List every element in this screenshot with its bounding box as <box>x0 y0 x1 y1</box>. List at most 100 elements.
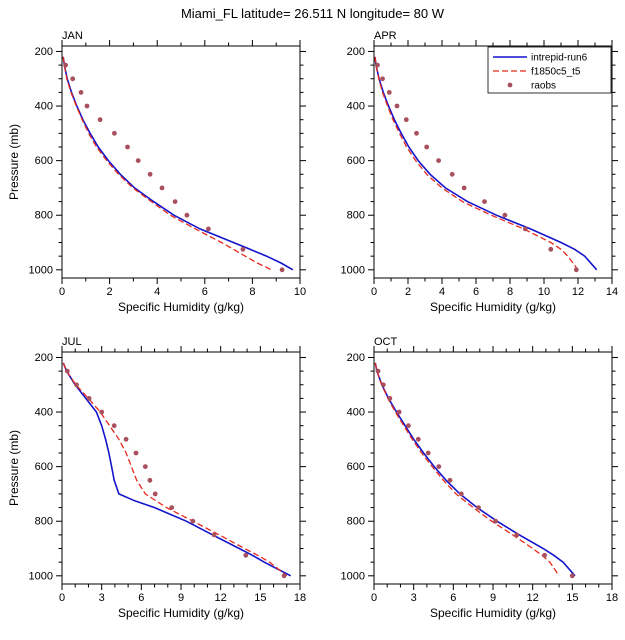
y-axis-label: Pressure (mb) <box>7 124 21 200</box>
x-tick-label: 12 <box>527 592 539 604</box>
panel-title: APR <box>374 30 397 42</box>
raobs-point <box>458 491 464 497</box>
raobs-point <box>279 267 285 273</box>
y-tick-label: 600 <box>347 155 365 167</box>
series-line-intrepid-run6 <box>62 362 292 577</box>
raobs-point <box>380 382 386 388</box>
y-tick-label: 600 <box>35 461 53 473</box>
legend-label: intrepid-run6 <box>531 53 588 64</box>
panel-title: JAN <box>62 30 83 42</box>
y-axis-label: Pressure (mb) <box>7 430 21 506</box>
raobs-point <box>147 171 153 177</box>
x-tick-label: 6 <box>202 286 208 298</box>
raobs-point <box>99 409 105 415</box>
x-tick-label: 6 <box>450 592 456 604</box>
raobs-point <box>414 130 419 136</box>
x-tick-label: 8 <box>507 286 513 298</box>
raobs-point <box>425 450 431 456</box>
x-tick-label: 3 <box>99 592 105 604</box>
x-tick-label: 12 <box>215 592 227 604</box>
x-tick-label: 14 <box>606 286 618 298</box>
y-tick-label: 600 <box>347 461 365 473</box>
y-tick-label: 200 <box>347 352 365 364</box>
x-tick-label: 4 <box>154 286 160 298</box>
legend-label: f1850c5_t5 <box>531 67 581 78</box>
y-tick-label: 200 <box>35 352 53 364</box>
x-tick-label: 8 <box>249 286 255 298</box>
raobs-point <box>86 396 92 401</box>
plot-box <box>373 351 613 585</box>
x-tick-label: 4 <box>439 286 445 298</box>
raobs-point <box>152 491 158 497</box>
raobs-point <box>403 117 409 123</box>
raobs-point <box>112 130 117 136</box>
raobs-point <box>569 573 575 579</box>
raobs-point <box>63 62 68 68</box>
raobs-point <box>396 409 402 415</box>
panel-oct: 0 3 6 9 12 15 18 200 400 600 800 1000 OCT Specific Hu… <box>318 332 619 638</box>
x-tick-label: 9 <box>178 592 184 604</box>
raobs-point <box>380 76 385 82</box>
raobs-point <box>190 518 196 524</box>
plot-jul: 0 3 6 9 12 15 18 200 400 600 800 1000 JUL Specific Hu… <box>7 336 306 620</box>
raobs-point <box>133 450 139 456</box>
raobs-point <box>243 552 249 558</box>
x-tick-label: 2 <box>405 286 411 298</box>
x-tick-label: 15 <box>254 592 266 604</box>
series-line-f1850c5_t5 <box>62 362 288 577</box>
raobs-point <box>424 144 430 150</box>
series-line-f1850c5_t5 <box>62 56 272 271</box>
x-tick-label: 18 <box>606 592 618 604</box>
raobs-point <box>169 505 175 510</box>
raobs-point <box>436 464 442 469</box>
raobs-point <box>447 477 453 483</box>
raobs-point <box>172 199 178 205</box>
y-tick-label: 200 <box>347 46 365 58</box>
x-tick-label: 3 <box>411 592 417 604</box>
x-axis-label: Specific Humidity (g/kg) <box>118 300 244 314</box>
x-tick-label: 10 <box>294 286 306 298</box>
y-tick-label: 400 <box>35 407 53 419</box>
series-line-f1850c5_t5 <box>374 362 560 577</box>
raobs-point <box>64 368 70 374</box>
raobs-point <box>386 90 392 95</box>
raobs-point <box>502 212 508 218</box>
x-tick-label: 0 <box>371 592 377 604</box>
raobs-point <box>211 532 217 538</box>
raobs-point <box>482 199 487 205</box>
panel-jan: 0 2 4 6 8 10 200 400 600 800 1000 JAN Specific Humid… <box>6 26 306 332</box>
x-tick-label: 0 <box>59 592 65 604</box>
plot-apr: 0 2 4 6 8 10 12 14 200 400 600 800 1000 APR Specific H… <box>341 30 619 314</box>
series-line-intrepid-run6 <box>374 56 598 271</box>
series-line-intrepid-run6 <box>374 362 576 577</box>
x-tick-label: 12 <box>572 286 584 298</box>
raobs-point <box>159 185 165 191</box>
raobs-point <box>476 505 481 510</box>
raobs-point <box>375 62 380 68</box>
y-tick-label: 800 <box>35 210 53 222</box>
y-tick-label: 1000 <box>29 264 53 276</box>
plot-box <box>61 45 301 279</box>
raobs-point <box>493 518 498 524</box>
raobs-point <box>436 158 441 164</box>
raobs-point <box>184 212 190 218</box>
y-tick-label: 800 <box>347 210 365 222</box>
raobs-point <box>135 158 141 164</box>
raobs-point <box>387 396 393 401</box>
y-tick-label: 200 <box>35 46 53 58</box>
x-axis-label: Specific Humidity (g/kg) <box>430 300 556 314</box>
raobs-point <box>240 246 246 252</box>
raobs-point <box>514 532 520 538</box>
plot-oct: 0 3 6 9 12 15 18 200 400 600 800 1000 OCT Specific Hu… <box>341 336 619 620</box>
raobs-point <box>449 171 455 177</box>
page-title: Miami_FL latitude= 26.511 N longitude= 8… <box>180 6 445 21</box>
y-tick-label: 1000 <box>341 570 365 582</box>
raobs-point <box>548 246 554 252</box>
plot-jan: 0 2 4 6 8 10 200 400 600 800 1000 JAN Specific Humid… <box>7 30 306 314</box>
x-tick-label: 9 <box>490 592 496 604</box>
raobs-point <box>111 423 117 429</box>
panel-apr: 0 2 4 6 8 10 12 14 200 400 600 800 1000 APR Specific H… <box>318 26 619 332</box>
y-tick-label: 400 <box>35 101 53 113</box>
raobs-point <box>70 76 76 82</box>
